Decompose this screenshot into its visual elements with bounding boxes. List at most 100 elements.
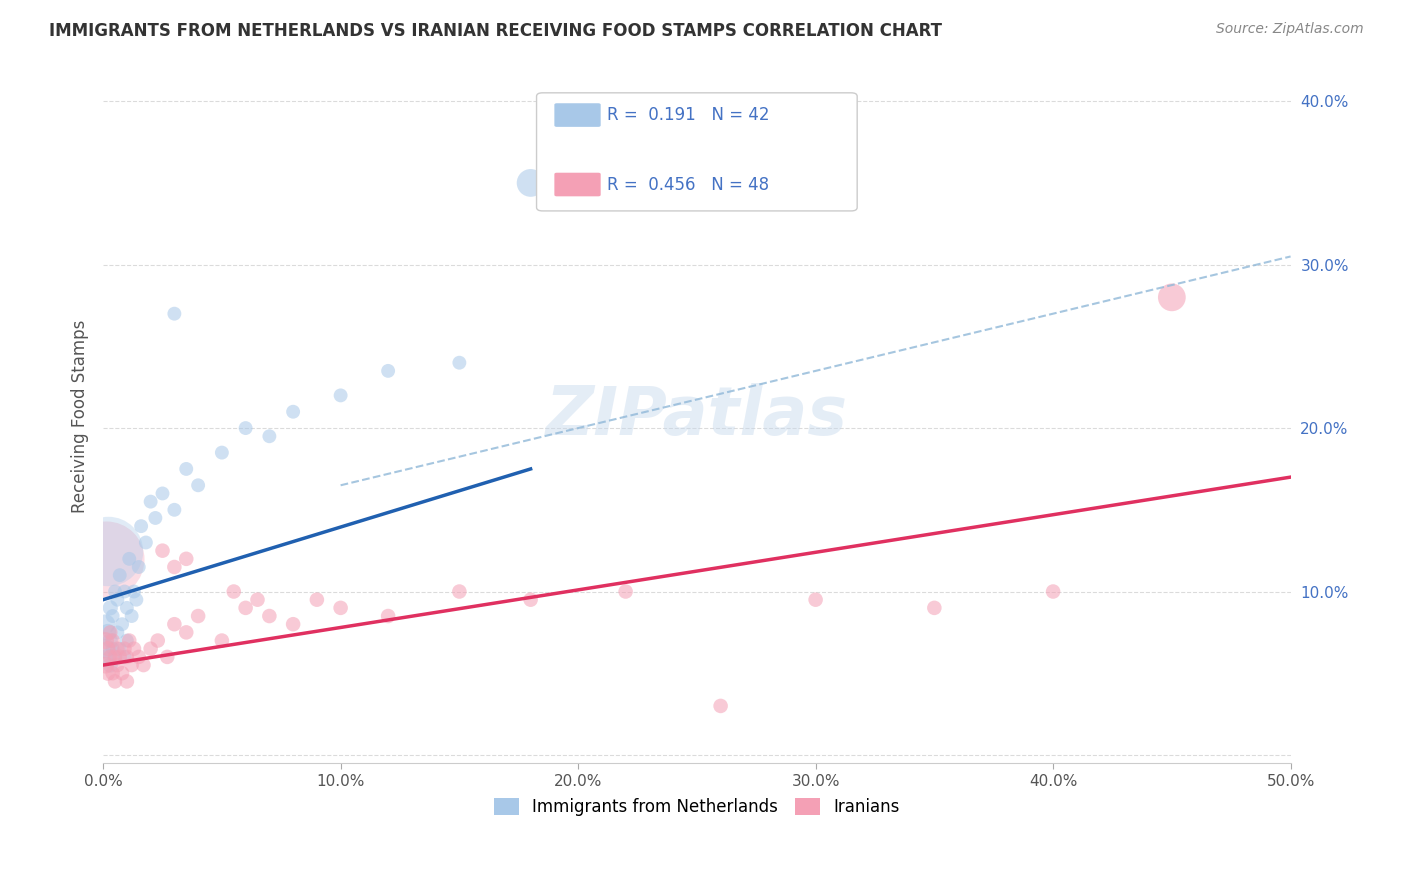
Point — [105, 641, 128, 656]
Point — [104, 584, 127, 599]
Point — [281, 617, 304, 632]
Point — [115, 633, 138, 648]
Point — [108, 568, 131, 582]
Y-axis label: Receiving Food Stamps: Receiving Food Stamps — [72, 319, 89, 513]
Point — [94, 641, 117, 656]
Point — [101, 609, 124, 624]
Point — [101, 641, 124, 656]
Point — [118, 551, 141, 566]
Point — [108, 649, 131, 664]
Point — [101, 633, 124, 648]
Text: IMMIGRANTS FROM NETHERLANDS VS IRANIAN RECEIVING FOOD STAMPS CORRELATION CHART: IMMIGRANTS FROM NETHERLANDS VS IRANIAN R… — [49, 22, 942, 40]
Point — [174, 625, 197, 640]
Point — [139, 641, 162, 656]
Point — [114, 584, 136, 599]
Point — [97, 666, 120, 681]
Point — [98, 658, 121, 673]
Point — [104, 649, 127, 664]
Point — [152, 543, 174, 558]
Point — [118, 633, 141, 648]
Point — [98, 600, 121, 615]
Point — [111, 617, 134, 632]
Point — [121, 658, 143, 673]
Point — [115, 649, 138, 664]
Point — [152, 486, 174, 500]
Point — [614, 584, 637, 599]
Point — [105, 658, 128, 673]
Text: ZIPatlas: ZIPatlas — [546, 383, 848, 449]
Point — [98, 625, 121, 640]
Point — [121, 609, 143, 624]
Point — [122, 641, 145, 656]
Point — [163, 560, 186, 574]
Point — [115, 674, 138, 689]
Point — [305, 592, 328, 607]
Point — [125, 592, 148, 607]
Point — [235, 600, 257, 615]
Point — [163, 307, 186, 321]
Point — [710, 698, 733, 713]
Point — [97, 543, 120, 558]
Point — [128, 560, 150, 574]
Point — [156, 649, 179, 664]
Point — [163, 503, 186, 517]
Point — [139, 494, 162, 508]
Point — [187, 609, 209, 624]
Point — [94, 658, 117, 673]
Text: R =  0.191   N = 42: R = 0.191 N = 42 — [606, 106, 769, 124]
Point — [122, 584, 145, 599]
Point — [98, 633, 121, 648]
Point — [94, 551, 117, 566]
Point — [111, 666, 134, 681]
Point — [1042, 584, 1064, 599]
Point — [187, 478, 209, 492]
Point — [101, 666, 124, 681]
Point — [449, 584, 471, 599]
Point — [259, 609, 281, 624]
Point — [114, 649, 136, 664]
Point — [377, 364, 399, 378]
Point — [104, 649, 127, 664]
Point — [94, 617, 117, 632]
Point — [174, 462, 197, 476]
Point — [105, 625, 128, 640]
Point — [128, 649, 150, 664]
Point — [135, 535, 157, 549]
Point — [97, 625, 120, 640]
Point — [924, 600, 946, 615]
Point — [163, 617, 186, 632]
Point — [246, 592, 269, 607]
Point — [222, 584, 245, 599]
FancyBboxPatch shape — [554, 173, 600, 196]
Point — [114, 641, 136, 656]
Point — [259, 429, 281, 443]
Text: Source: ZipAtlas.com: Source: ZipAtlas.com — [1216, 22, 1364, 37]
FancyBboxPatch shape — [554, 103, 600, 127]
Text: R =  0.456   N = 48: R = 0.456 N = 48 — [606, 176, 769, 194]
Point — [519, 176, 541, 190]
Point — [94, 633, 117, 648]
Point — [115, 600, 138, 615]
Point — [145, 511, 167, 525]
Point — [211, 445, 233, 459]
Point — [98, 649, 121, 664]
Point — [108, 641, 131, 656]
Point — [97, 641, 120, 656]
Legend: Immigrants from Netherlands, Iranians: Immigrants from Netherlands, Iranians — [485, 789, 908, 824]
Point — [129, 519, 152, 533]
Point — [329, 388, 352, 402]
Point — [104, 674, 127, 689]
Point — [211, 633, 233, 648]
Point — [146, 633, 169, 648]
Point — [105, 592, 128, 607]
Point — [329, 600, 352, 615]
Point — [132, 658, 155, 673]
Point — [804, 592, 827, 607]
FancyBboxPatch shape — [537, 93, 858, 211]
Point — [519, 592, 541, 607]
Point — [281, 405, 304, 419]
Point — [235, 421, 257, 435]
Point — [97, 649, 120, 664]
Point — [174, 551, 197, 566]
Point — [377, 609, 399, 624]
